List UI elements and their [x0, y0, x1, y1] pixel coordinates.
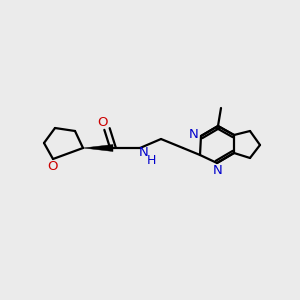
- Text: N: N: [139, 146, 149, 160]
- Polygon shape: [83, 145, 113, 152]
- Text: N: N: [189, 128, 199, 140]
- Text: O: O: [97, 116, 107, 128]
- Text: H: H: [146, 154, 156, 166]
- Text: O: O: [47, 160, 57, 172]
- Text: N: N: [213, 164, 223, 176]
